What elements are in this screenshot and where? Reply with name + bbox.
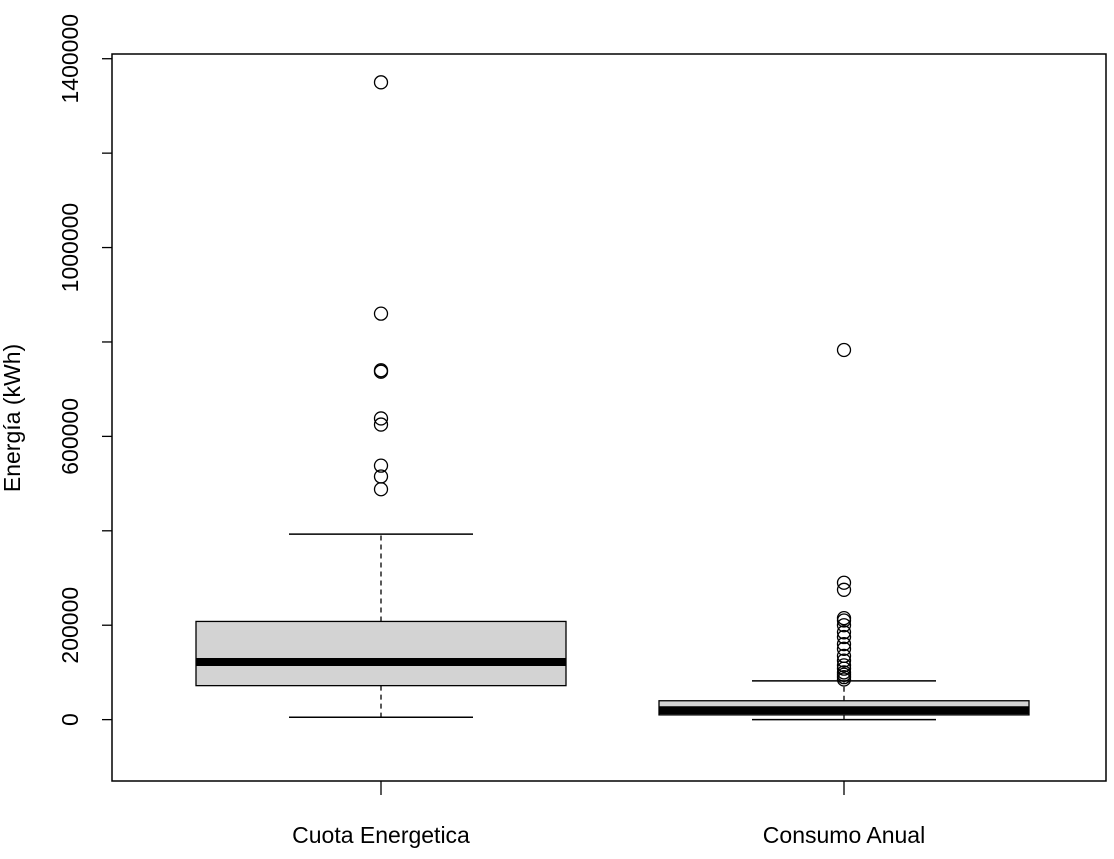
y-axis-label: Energía (kWh) [0,344,25,492]
box-group [195,75,567,719]
outlier-point [836,661,852,676]
outlier-point [373,306,389,321]
box-iqr [195,620,567,687]
outlier-point [836,613,852,628]
y-tick-label: 1400000 [57,14,83,104]
y-tick-label: 1000000 [57,203,83,293]
outlier-point [373,411,389,426]
y-axis: 0 200000 600000 1000000 1400000 [57,14,112,726]
outlier-point [836,658,852,673]
plot-frame [111,53,1107,782]
outlier-point [836,582,852,597]
outlier-point [836,618,852,633]
outlier-point [836,625,852,640]
outlier-point [836,575,852,590]
outlier-point [373,75,389,90]
x-axis: Cuota Energetica Consumo Anual [292,781,925,848]
x-tick-label: Consumo Anual [763,822,925,848]
y-tick-label: 0 [57,713,83,726]
outlier-point [836,629,852,645]
y-tick-label: 200000 [57,587,83,664]
outlier-point [373,458,389,473]
outlier-point [373,364,389,379]
outlier-point [373,417,389,432]
x-tick-label: Cuota Energetica [292,822,470,848]
outlier-point [836,672,852,687]
box-group [658,342,1030,721]
outlier-point [836,342,852,358]
boxes-layer [195,75,1030,721]
outlier-point [836,641,852,656]
outlier-point [836,636,852,652]
outlier-point [836,653,852,668]
y-tick-label: 600000 [57,398,83,475]
outlier-point [373,482,389,497]
